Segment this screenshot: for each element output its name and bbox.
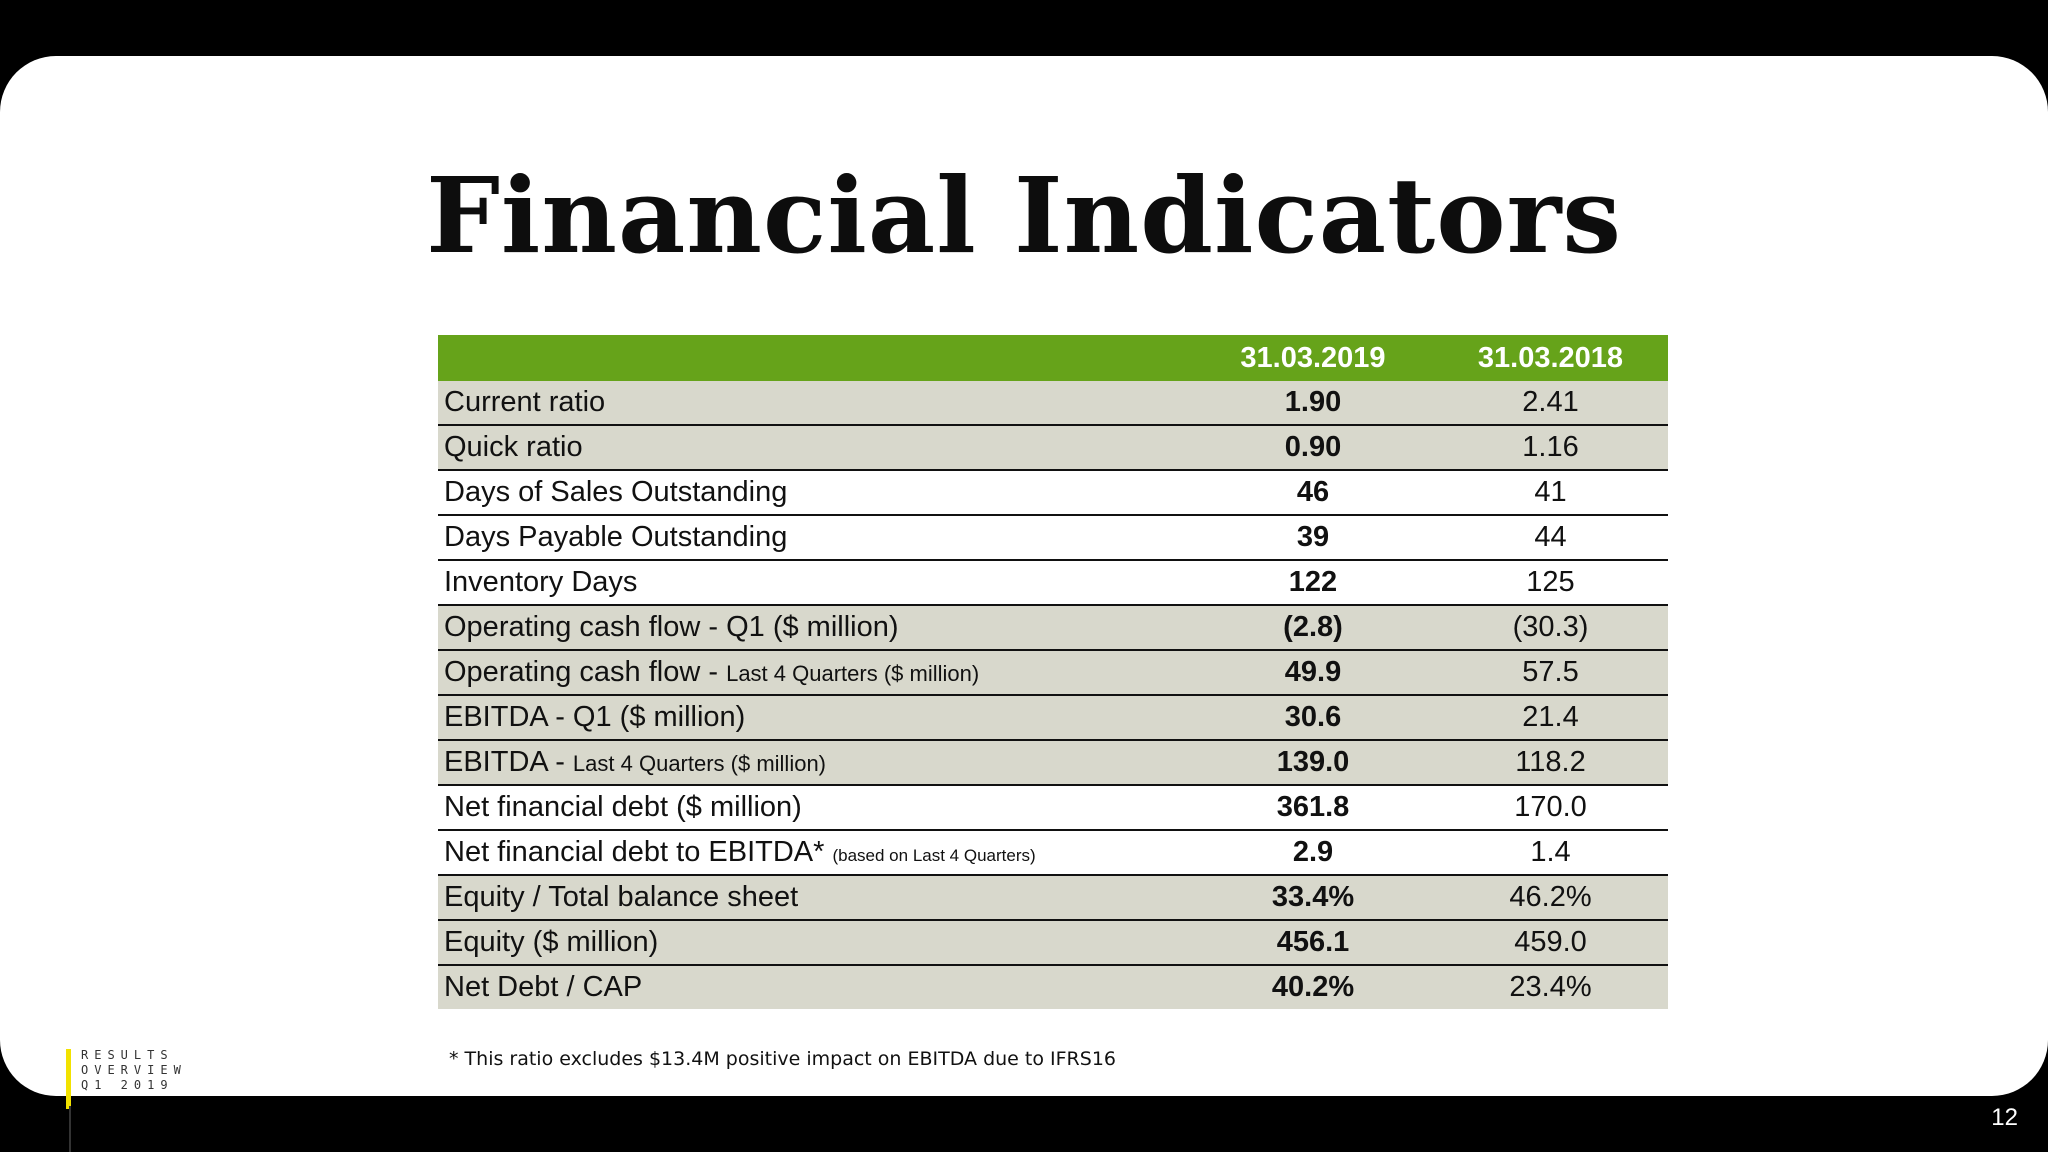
value-2019: 49.9 (1284, 656, 1342, 688)
row-label-text: Equity ($ million) (444, 926, 659, 958)
row-label-text: Quick ratio (444, 431, 583, 463)
value-2019: 0.90 (1284, 431, 1342, 463)
value-2019: 33.4% (1271, 881, 1355, 913)
value-2019: 456.1 (1276, 926, 1350, 958)
value-2019: 30.6 (1284, 701, 1342, 733)
row-label: Days of Sales Outstanding (438, 476, 1193, 509)
row-label-text: Current ratio (444, 386, 606, 418)
value-2019: 361.8 (1276, 791, 1350, 823)
table-row: Operating cash flow - Q1 ($ million) (2.8… (438, 604, 1668, 649)
row-label: Net Debt / CAP (438, 971, 1193, 1004)
row-label-qualifier: Last 4 Quarters ($ million) (572, 751, 827, 776)
row-label: Operating cash flow - Q1 ($ million) (438, 611, 1193, 644)
table-body: Current ratio 1.90 2.41 Quick ratio 0.90 1.16… (438, 381, 1668, 1009)
table-row: Net financial debt ($ million) 361.8 170.0 (438, 784, 1668, 829)
row-label: Net financial debt ($ million) (438, 791, 1193, 824)
section-label-line: Q1 2019 (81, 1078, 174, 1092)
table-row: EBITDA - Q1 ($ million) 30.6 21.4 (438, 694, 1668, 739)
row-label-text: EBITDA - (444, 746, 573, 778)
row-label: Current ratio (438, 386, 1193, 419)
value-2018: 1.4 (1530, 836, 1571, 868)
row-label: Quick ratio (438, 431, 1193, 464)
value-2019: (2.8) (1283, 611, 1343, 643)
value-2018: 459.0 (1514, 926, 1587, 958)
table-row: Net Debt / CAP 40.2% 23.4% (438, 964, 1668, 1009)
table-row: Equity / Total balance sheet 33.4% 46.2% (438, 874, 1668, 919)
row-label: Inventory Days (438, 566, 1193, 599)
row-label-note: (based on Last 4 Quarters) (832, 846, 1036, 865)
section-label-line: RESULTS (81, 1048, 174, 1062)
header-2018: 31.03.2018 (1477, 341, 1624, 374)
section-label: RESULTS OVERVIEW Q1 2019 (81, 1048, 187, 1093)
value-2018: 23.4% (1509, 971, 1592, 1003)
row-label-text: EBITDA - Q1 ($ million) (444, 701, 746, 733)
value-2018: 21.4 (1522, 701, 1579, 733)
table-row: Net financial debt to EBITDA* (based on … (438, 829, 1668, 874)
section-label-line: OVERVIEW (81, 1063, 187, 1077)
side-accent-bar (66, 1049, 71, 1109)
value-2018: 46.2% (1509, 881, 1592, 913)
table-row: Current ratio 1.90 2.41 (438, 381, 1668, 424)
row-label: EBITDA - Last 4 Quarters ($ million) (438, 746, 1193, 779)
row-label-text: Operating cash flow - Q1 ($ million) (444, 611, 899, 643)
page-title: Financial Indicators (426, 154, 1622, 277)
page-number: 12 (1991, 1104, 2018, 1131)
row-label-text: Days of Sales Outstanding (444, 476, 788, 508)
row-label: Equity / Total balance sheet (438, 881, 1193, 914)
value-2019: 2.9 (1292, 836, 1334, 868)
row-label-text: Operating cash flow - (444, 656, 727, 688)
value-2019: 1.90 (1284, 386, 1342, 418)
value-2018: 170.0 (1514, 791, 1587, 823)
row-label: Equity ($ million) (438, 926, 1193, 959)
value-2019: 39 (1296, 521, 1330, 553)
value-2018: 2.41 (1522, 386, 1579, 418)
value-2018: 118.2 (1515, 746, 1586, 778)
value-2018: 44 (1534, 521, 1567, 553)
table-row: Equity ($ million) 456.1 459.0 (438, 919, 1668, 964)
row-label: Operating cash flow - Last 4 Quarters ($… (438, 656, 1193, 689)
table-row: EBITDA - Last 4 Quarters ($ million) 139.… (438, 739, 1668, 784)
row-label: EBITDA - Q1 ($ million) (438, 701, 1193, 734)
financial-indicators-table: 31.03.2019 31.03.2018 Current ratio 1.90 2… (438, 335, 1668, 1009)
value-2018: (30.3) (1512, 611, 1589, 643)
table-row: Days Payable Outstanding 39 44 (438, 514, 1668, 559)
row-label: Net financial debt to EBITDA* (based on … (438, 836, 1193, 869)
value-2019: 40.2% (1271, 971, 1355, 1003)
row-label-text: Inventory Days (444, 566, 638, 598)
value-2018: 41 (1534, 476, 1567, 508)
value-2018: 1.16 (1522, 431, 1579, 463)
footnote: * This ratio excludes $13.4M positive im… (449, 1048, 1116, 1070)
table-row: Days of Sales Outstanding 46 41 (438, 469, 1668, 514)
value-2018: 57.5 (1522, 656, 1579, 688)
table-header-row: 31.03.2019 31.03.2018 (438, 335, 1668, 381)
row-label-text: Net Debt / CAP (444, 971, 643, 1003)
header-2019: 31.03.2019 (1240, 341, 1386, 374)
value-2019: 46 (1296, 476, 1330, 508)
table-row: Inventory Days 122 125 (438, 559, 1668, 604)
value-2018: 125 (1526, 566, 1575, 598)
row-label-qualifier: Last 4 Quarters ($ million) (726, 661, 980, 686)
side-divider-line (69, 1106, 71, 1152)
table-row: Operating cash flow - Last 4 Quarters ($… (438, 649, 1668, 694)
row-label: Days Payable Outstanding (438, 521, 1193, 554)
row-label-text: Equity / Total balance sheet (444, 881, 799, 913)
value-2019: 139.0 (1276, 746, 1350, 778)
slide: Financial Indicators 31.03.2019 31.03.20… (0, 56, 2048, 1152)
row-label-text: Days Payable Outstanding (444, 521, 788, 553)
row-label-text: Net financial debt ($ million) (444, 791, 802, 823)
row-label-text: Net financial debt to EBITDA* (444, 836, 833, 868)
value-2019: 122 (1288, 566, 1338, 598)
table-row: Quick ratio 0.90 1.16 (438, 424, 1668, 469)
